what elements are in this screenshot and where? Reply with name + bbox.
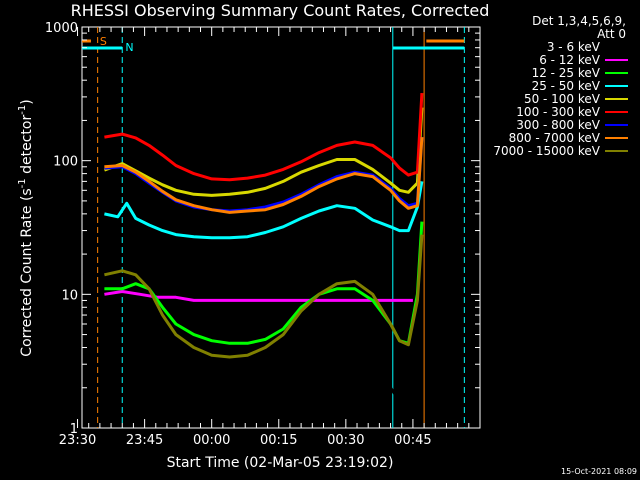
timestamp: 15-Oct-2021 08:09 xyxy=(561,467,637,476)
y-label-superscript-1: -1 xyxy=(17,178,28,188)
legend-label-6: 300 - 800 keV xyxy=(516,118,600,132)
legend-label-4: 50 - 100 keV xyxy=(524,92,601,106)
legend-header-line-1: Det 1,3,4,5,6,9, xyxy=(532,14,626,28)
x-tick-label: 00:15 xyxy=(260,433,297,448)
x-tick-label: 00:30 xyxy=(327,433,364,448)
legend-label-5: 100 - 300 keV xyxy=(516,105,600,119)
y-tick-label: 100 xyxy=(53,155,78,170)
y-label-superscript-2: -1 xyxy=(17,105,28,115)
y-tick-label: 1000 xyxy=(45,21,78,36)
series-line-3 xyxy=(104,181,424,240)
axis-ticks: 1 10 100 1000 23:30 23:45 00:00 00:15 00:30 00:45 xyxy=(45,21,480,448)
legend-label-0: 3 - 6 keV xyxy=(547,40,601,54)
plot-frame xyxy=(81,26,481,429)
x-tick-label: 00:45 xyxy=(394,433,431,448)
saa-flag-label: S xyxy=(100,35,107,48)
y-tick-label: 1 xyxy=(70,422,78,437)
y-label-part-1: Corrected Count Rate (s xyxy=(19,188,35,356)
x-tick-label: 00:00 xyxy=(193,433,230,448)
x-axis-label: Start Time (02-Mar-05 23:19:02) xyxy=(167,455,394,471)
legend-label-7: 800 - 7000 keV xyxy=(509,131,601,145)
series-line-8 xyxy=(104,234,424,359)
series-line-2 xyxy=(104,221,424,345)
legend-label-3: 25 - 50 keV xyxy=(532,79,601,93)
x-tick-label: 23:30 xyxy=(59,433,96,448)
legend-label-8: 7000 - 15000 keV xyxy=(493,144,600,158)
series-line-1 xyxy=(104,290,413,302)
y-label-part-3: ) xyxy=(19,99,35,104)
y-axis-label: Corrected Count Rate (s-1 detector-1) xyxy=(17,99,35,356)
legend-label-1: 6 - 12 keV xyxy=(539,53,601,67)
legend-header-line-2: Att 0 xyxy=(597,27,626,41)
night-flag-label: N xyxy=(125,41,133,54)
chart-title: RHESSI Observing Summary Count Rates, Co… xyxy=(71,1,490,20)
x-tick-label: 23:45 xyxy=(126,433,163,448)
series-line-7 xyxy=(104,137,424,214)
y-label-part-2: detector xyxy=(19,115,35,179)
series-line-0 xyxy=(103,230,424,406)
legend-label-2: 12 - 25 keV xyxy=(532,66,601,80)
series-line-5 xyxy=(104,93,424,182)
y-tick-label: 10 xyxy=(61,288,78,303)
series-layer xyxy=(103,93,424,406)
series-line-4 xyxy=(103,107,424,197)
